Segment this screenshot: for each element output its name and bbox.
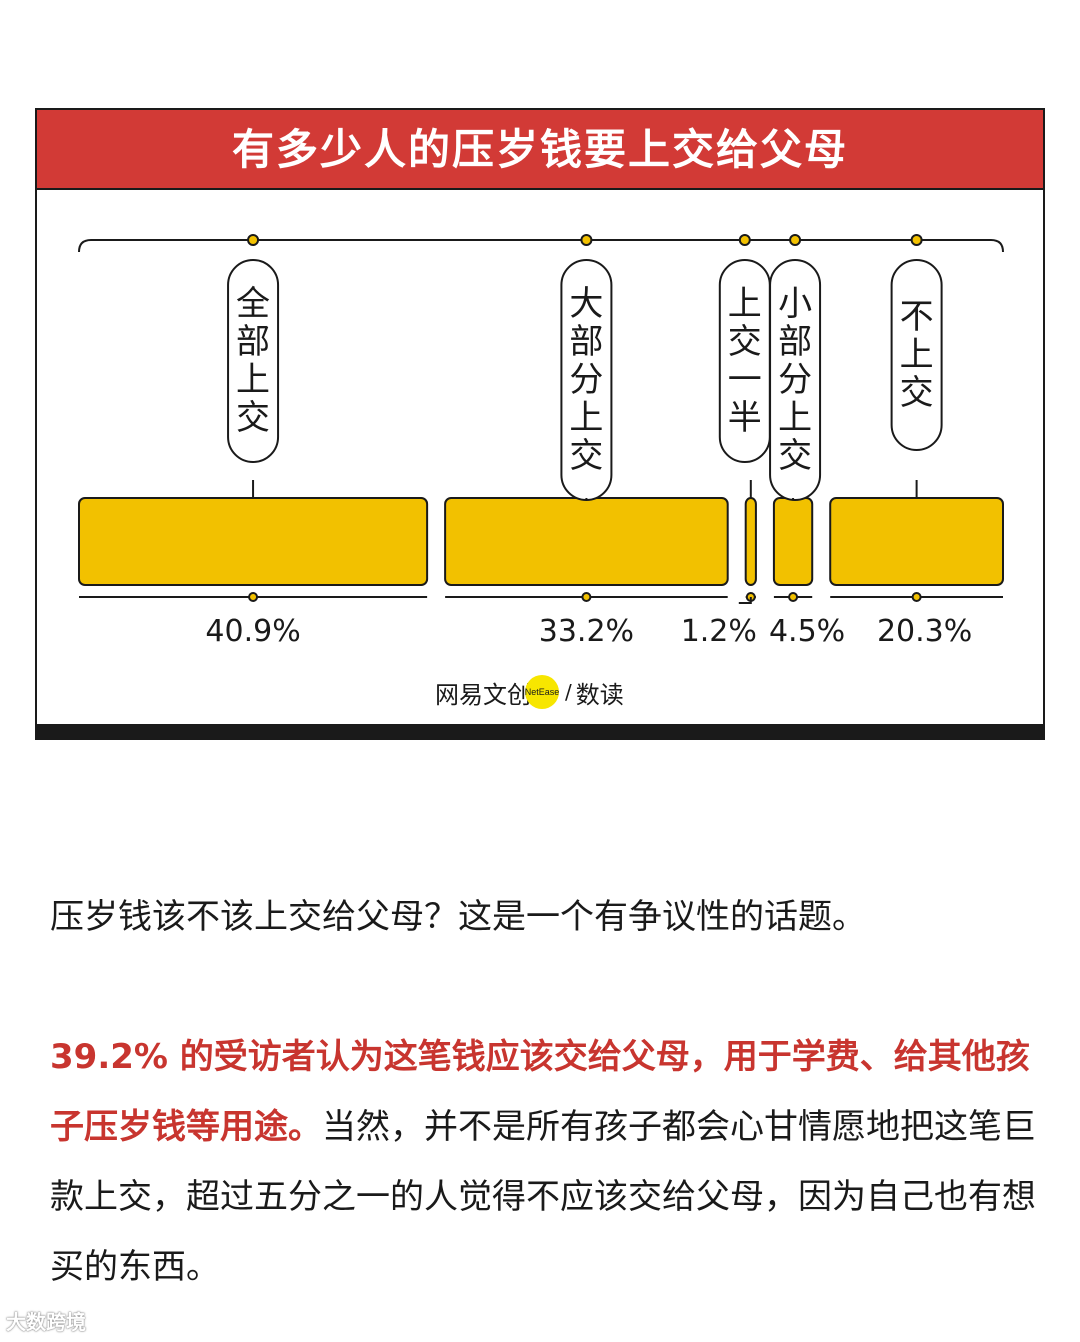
- value-label-1: 33.2%: [539, 614, 634, 649]
- category-char: 上: [569, 398, 603, 438]
- value-label-4: 20.3%: [877, 614, 972, 649]
- top-dot-3: [789, 234, 802, 246]
- category-char: 交: [900, 373, 934, 413]
- category-char: 交: [569, 436, 603, 476]
- value-label-0: 40.9%: [205, 614, 300, 649]
- top-dot-2: [738, 234, 751, 246]
- value-label-3: 4.5%: [769, 614, 845, 649]
- paragraph-highlight: 39.2% 的受访者认为这笔钱应该交给父母，用于学费、给其他孩子压岁钱等用途。: [50, 1037, 1030, 1147]
- category-char: 部: [236, 322, 270, 362]
- category-char: 一: [728, 360, 762, 400]
- category-char: 小: [778, 284, 812, 324]
- paragraph-rest: 当然，并不是所有孩子都会心甘情愿地把这笔巨款上交，超过五分之一的人觉得不应该交给…: [50, 1107, 1036, 1287]
- category-char: 交: [728, 322, 762, 362]
- category-char: 半: [728, 398, 762, 438]
- category-char: 交: [236, 398, 270, 438]
- bar-0: [78, 497, 429, 586]
- label-pill-3: [769, 259, 822, 501]
- label-pill-0: [227, 259, 280, 463]
- brand-slash: /: [565, 680, 572, 704]
- top-dot-1: [580, 234, 593, 246]
- top-dot-0: [247, 234, 260, 246]
- bottom-dot-1: [581, 592, 592, 602]
- paragraph-intro: 压岁钱该不该上交给父母？这是一个有争议性的话题。: [50, 897, 866, 937]
- label-pill-4: [890, 259, 943, 451]
- category-char: 上: [778, 398, 812, 438]
- label-hook: [738, 597, 752, 604]
- category-char: 全: [236, 284, 270, 324]
- brand-right: 数读: [575, 680, 624, 709]
- category-char: 不: [900, 297, 934, 337]
- category-char: 分: [569, 360, 603, 400]
- bottom-dot-0: [248, 592, 259, 602]
- category-char: 上: [236, 360, 270, 400]
- brand-badge: NetEase: [525, 675, 559, 709]
- bar-2: [744, 497, 757, 586]
- bar-4: [829, 497, 1005, 586]
- category-char: 大: [569, 284, 603, 324]
- bar-1: [444, 497, 729, 586]
- brand-left: 网易文创: [435, 680, 531, 709]
- category-char: 交: [778, 436, 812, 476]
- brand-logo: 网易文创 NetEase / 数读: [435, 672, 624, 712]
- bottom-dot-3: [788, 592, 799, 602]
- bottom-dot-4: [911, 592, 922, 602]
- top-dot-4: [910, 234, 923, 246]
- watermark: 大数跨境: [6, 1310, 86, 1334]
- category-char: 上: [728, 284, 762, 324]
- value-label-2: 1.2%: [681, 614, 757, 649]
- top-bracket: [78, 239, 1004, 253]
- bar-3: [772, 497, 814, 586]
- paragraph-detail: 39.2% 的受访者认为这笔钱应该交给父母，用于学费、给其他孩子压岁钱等用途。当…: [50, 1022, 1040, 1302]
- category-char: 部: [778, 322, 812, 362]
- chart-card: 有多少人的压岁钱要上交给父母 全部上交大部分上交上交一半小部分上交不上交 40.9…: [35, 108, 1045, 740]
- category-char: 部: [569, 322, 603, 362]
- category-char: 上: [900, 335, 934, 375]
- category-char: 分: [778, 360, 812, 400]
- chart-title: 有多少人的压岁钱要上交给父母: [37, 110, 1043, 190]
